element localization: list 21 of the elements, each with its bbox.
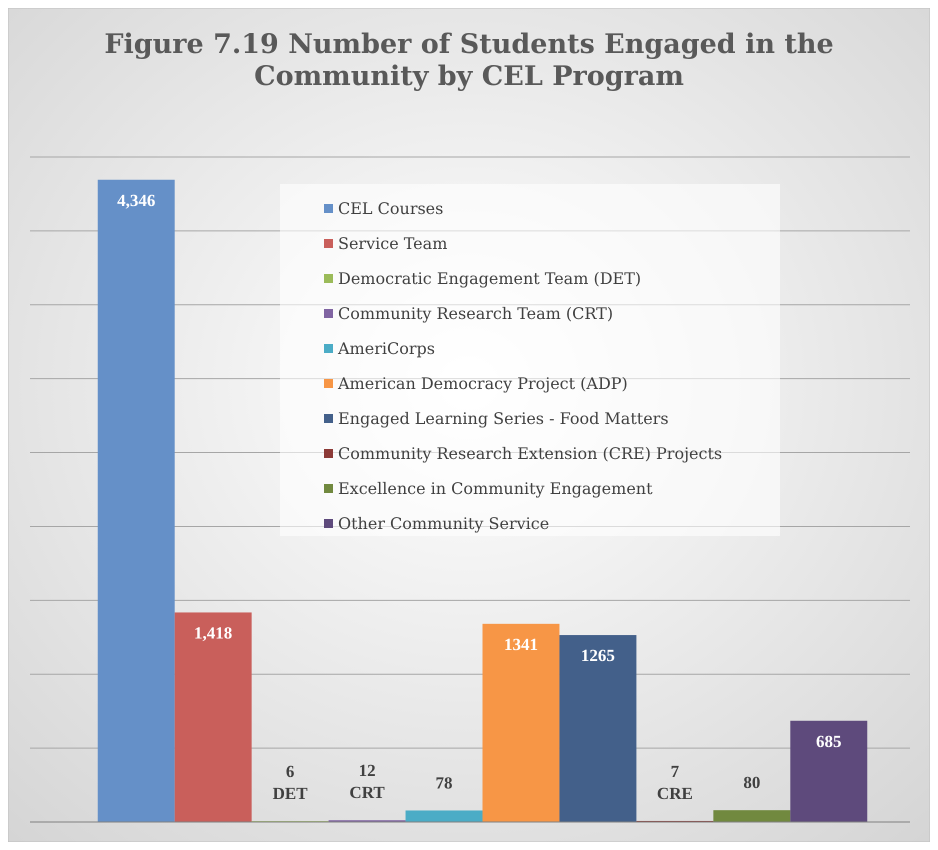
data-label: 78 — [436, 773, 453, 792]
data-label: 80 — [743, 773, 760, 792]
data-label: 1,418 — [194, 623, 232, 642]
legend-label: Democratic Engagement Team (DET) — [338, 269, 642, 288]
data-label: 1341 — [504, 634, 538, 654]
legend-label: Community Research Team (CRT) — [338, 304, 614, 323]
data-label: 1265 — [580, 646, 615, 666]
legend-label: Community Research Extension (CRE) Projects — [338, 444, 722, 463]
data-label: 685 — [816, 732, 842, 751]
data-label: 6 DET — [272, 762, 308, 804]
legend-label: Engaged Learning Series - Food Matters — [338, 409, 669, 428]
legend-label: AmeriCorps — [337, 339, 435, 358]
data-label: 7 CRE — [656, 762, 693, 803]
legend-label: American Democracy Project (ADP) — [337, 374, 628, 393]
data-label: 4,346 — [117, 190, 156, 210]
data-label: 12 CRT — [349, 761, 386, 802]
legend-label: Excellence in Community Engagement — [338, 479, 654, 498]
legend-label: Service Team — [338, 234, 448, 253]
legend-label: Other Community Service — [338, 514, 550, 533]
legend-label: CEL Courses — [338, 199, 444, 218]
chart-title: Figure 7.19 Number of Students Engaged in the Community by CEL Program — [104, 29, 834, 92]
